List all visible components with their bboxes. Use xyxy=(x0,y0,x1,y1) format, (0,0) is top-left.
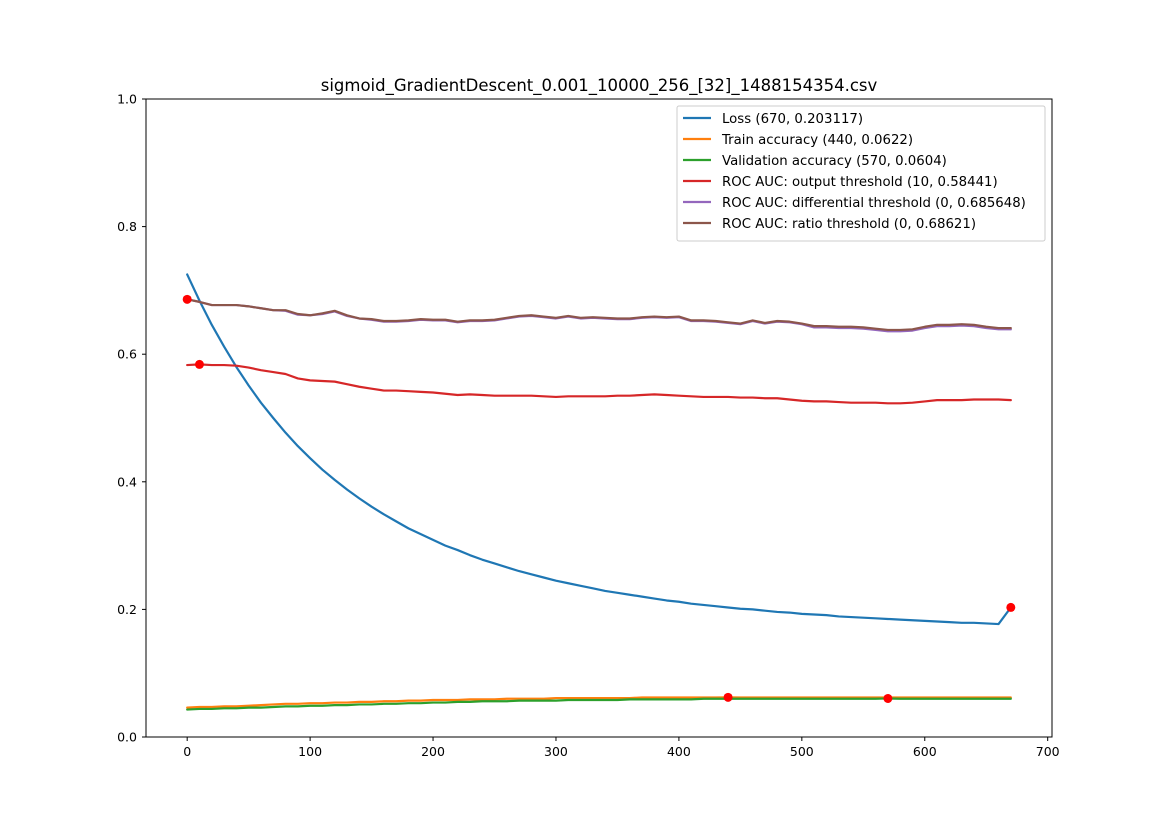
axes-frame xyxy=(145,98,1053,738)
x-tick-label-1: 100 xyxy=(298,744,322,759)
y-tick-label-5: 1.0 xyxy=(117,92,137,107)
series-line-3 xyxy=(186,363,1012,405)
x-tick-label-5: 500 xyxy=(790,744,814,759)
plot-area: 0 100 200 300 400 500 600 700 0.0 0.2 0.4 0.6 0.8 1.0 xyxy=(117,92,1060,760)
series-line-1 xyxy=(186,696,1012,709)
x-tick-label-2: 200 xyxy=(421,744,445,759)
legend-label-3: ROC AUC: output threshold (10, 0.58441) xyxy=(722,175,998,190)
x-tick-label-3: 300 xyxy=(544,744,568,759)
y-tick-label-4: 0.8 xyxy=(117,219,137,234)
legend-label-4: ROC AUC: differential threshold (0, 0.68… xyxy=(722,196,1026,211)
x-tick-label-6: 600 xyxy=(913,744,937,759)
x-tick-label-4: 400 xyxy=(667,744,691,759)
y-tick-label-1: 0.2 xyxy=(117,602,137,617)
y-tick-label-2: 0.4 xyxy=(117,474,137,489)
y-tick-label-3: 0.6 xyxy=(117,347,137,362)
highlight-marker-1 xyxy=(194,359,204,369)
legend-box xyxy=(676,105,1046,242)
series-line-2 xyxy=(186,697,1012,711)
legend-label-2: Validation accuracy (570, 0.0604) xyxy=(722,154,947,169)
highlight-marker-3 xyxy=(883,693,893,703)
legend-label-1: Train accuracy (440, 0.0622) xyxy=(721,133,913,148)
highlight-marker-4 xyxy=(1006,602,1016,612)
x-tick-label-7: 700 xyxy=(1036,744,1060,759)
highlight-marker-0 xyxy=(182,294,192,304)
legend-label-5: ROC AUC: ratio threshold (0, 0.68621) xyxy=(722,217,976,232)
chart-title: sigmoid_GradientDescent_0.001_10000_256_… xyxy=(321,76,878,96)
series-line-0 xyxy=(186,273,1012,626)
series-line-5 xyxy=(186,298,1012,332)
legend-label-0: Loss (670, 0.203117) xyxy=(722,112,863,127)
x-tick-label-0: 0 xyxy=(183,744,191,759)
highlight-marker-2 xyxy=(723,692,733,702)
legend: Loss (670, 0.203117) Train accuracy (440,… xyxy=(676,105,1046,242)
y-tick-label-0: 0.0 xyxy=(117,730,137,745)
